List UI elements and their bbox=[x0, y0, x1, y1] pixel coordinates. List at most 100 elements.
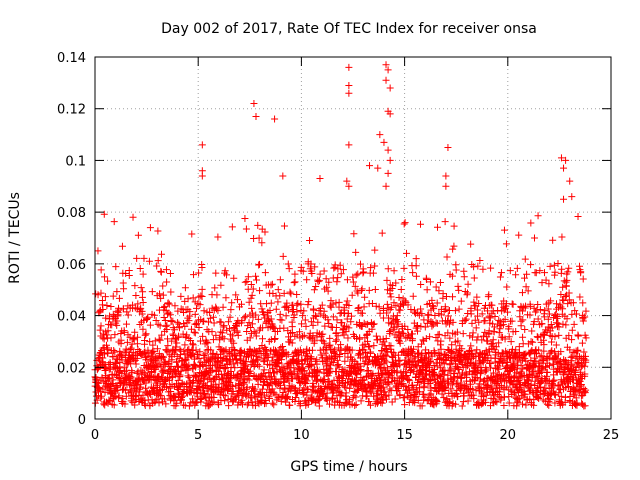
data-point bbox=[158, 373, 166, 381]
data-point bbox=[366, 349, 374, 357]
data-point bbox=[308, 361, 316, 369]
data-point bbox=[189, 294, 197, 302]
data-point bbox=[229, 332, 237, 340]
data-point bbox=[97, 289, 105, 297]
data-point bbox=[104, 327, 112, 335]
data-point bbox=[158, 331, 166, 339]
data-point bbox=[526, 311, 534, 319]
data-point bbox=[423, 319, 431, 327]
data-point bbox=[164, 335, 172, 343]
data-point bbox=[162, 383, 170, 391]
data-point bbox=[248, 291, 256, 299]
data-point bbox=[108, 380, 116, 388]
data-point bbox=[332, 324, 340, 332]
data-point bbox=[314, 375, 322, 383]
data-point bbox=[478, 336, 486, 344]
data-point bbox=[127, 344, 135, 352]
data-point bbox=[129, 213, 137, 221]
data-point bbox=[256, 287, 264, 295]
data-point bbox=[579, 275, 587, 283]
data-point bbox=[449, 381, 457, 389]
data-point bbox=[304, 386, 312, 394]
data-point bbox=[139, 325, 147, 333]
data-point bbox=[376, 361, 384, 369]
data-point bbox=[127, 397, 135, 405]
data-point bbox=[543, 368, 551, 376]
data-point bbox=[256, 260, 264, 268]
data-point bbox=[360, 319, 368, 327]
data-point bbox=[112, 382, 120, 390]
data-point bbox=[420, 382, 428, 390]
data-point bbox=[337, 270, 345, 278]
data-point bbox=[403, 392, 411, 400]
data-point bbox=[529, 368, 537, 376]
data-point bbox=[517, 361, 525, 369]
data-point bbox=[199, 332, 207, 340]
data-point bbox=[288, 323, 296, 331]
data-point bbox=[473, 374, 481, 382]
data-point bbox=[400, 264, 408, 272]
data-point bbox=[212, 303, 220, 311]
data-point bbox=[245, 298, 253, 306]
data-point bbox=[222, 294, 230, 302]
data-point bbox=[156, 322, 164, 330]
data-point bbox=[412, 272, 420, 280]
data-point bbox=[244, 273, 252, 281]
data-point bbox=[123, 338, 131, 346]
data-point bbox=[134, 333, 142, 341]
data-point bbox=[520, 274, 528, 282]
data-point bbox=[560, 195, 568, 203]
data-point bbox=[321, 349, 329, 357]
data-point bbox=[306, 360, 314, 368]
data-point bbox=[214, 233, 222, 241]
data-point bbox=[197, 292, 205, 300]
data-point bbox=[560, 371, 568, 379]
data-point bbox=[515, 353, 523, 361]
data-point bbox=[410, 345, 418, 353]
data-point bbox=[283, 394, 291, 402]
data-point bbox=[441, 387, 449, 395]
data-point bbox=[514, 399, 522, 407]
data-point bbox=[311, 337, 319, 345]
data-point bbox=[470, 263, 478, 271]
data-point bbox=[449, 349, 457, 357]
data-point bbox=[490, 399, 498, 407]
data-point bbox=[417, 281, 425, 289]
data-point bbox=[499, 372, 507, 380]
data-point bbox=[179, 401, 187, 409]
data-point bbox=[502, 240, 510, 248]
data-point bbox=[287, 290, 295, 298]
data-point bbox=[248, 320, 256, 328]
data-point bbox=[351, 401, 359, 409]
data-point bbox=[426, 278, 434, 286]
data-point bbox=[342, 328, 350, 336]
data-point bbox=[491, 313, 499, 321]
data-point bbox=[313, 360, 321, 368]
data-point bbox=[155, 399, 163, 407]
data-point bbox=[299, 312, 307, 320]
x-tick-label: 15 bbox=[396, 428, 413, 443]
data-point bbox=[286, 401, 294, 409]
data-point bbox=[149, 341, 157, 349]
data-point bbox=[355, 386, 363, 394]
data-point bbox=[117, 336, 125, 344]
data-point bbox=[181, 341, 189, 349]
data-point bbox=[185, 345, 193, 353]
data-point bbox=[213, 291, 221, 299]
data-point bbox=[134, 231, 142, 239]
data-point bbox=[180, 319, 188, 327]
data-point bbox=[442, 182, 450, 190]
data-point bbox=[522, 357, 530, 365]
data-point bbox=[252, 332, 260, 340]
data-point bbox=[462, 361, 470, 369]
data-point bbox=[418, 402, 426, 410]
data-point bbox=[115, 294, 123, 302]
data-point bbox=[565, 264, 573, 272]
data-point bbox=[440, 377, 448, 385]
data-point bbox=[574, 358, 582, 366]
data-point bbox=[285, 265, 293, 273]
data-point bbox=[193, 319, 201, 327]
data-point bbox=[505, 333, 513, 341]
data-point bbox=[174, 319, 182, 327]
data-point bbox=[572, 400, 580, 408]
